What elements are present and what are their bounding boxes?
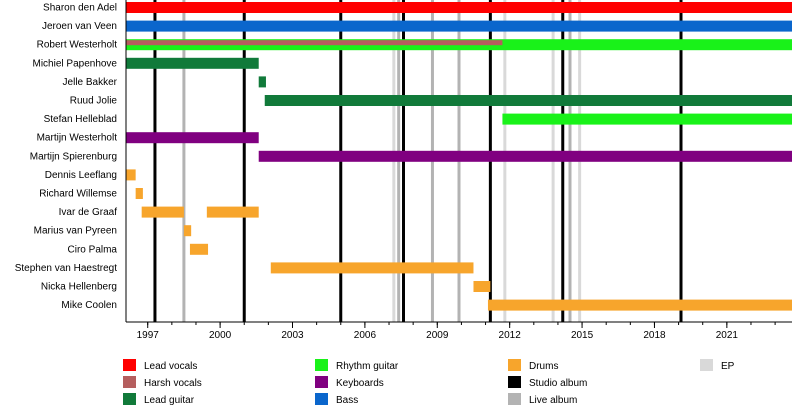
legend-swatch (123, 359, 136, 371)
bar-stefan-helleblad-rhythm-guitar (502, 113, 792, 125)
legend-item-lead-guitar: Lead guitar (123, 393, 195, 406)
bar-stephen-van-haestregt-drums (270, 262, 474, 274)
member-name-ciro-palma: Ciro Palma (68, 244, 118, 255)
bar-robert-westerholt-harsh-vocals (126, 40, 503, 46)
x-tick-label: 2012 (499, 330, 522, 341)
bar-michiel-papenhove-lead-guitar (126, 57, 259, 69)
bar-richard-willemse-drums (135, 188, 143, 199)
bar-ruud-jolie-lead-guitar (264, 95, 792, 106)
legend-label: Studio album (529, 378, 587, 389)
legend-swatch (508, 359, 521, 371)
member-name-martijn-spierenburg: Martijn Spierenburg (30, 151, 117, 162)
member-name-jeroen-van-veen: Jeroen van Veen (42, 21, 117, 32)
legend-swatch (123, 376, 136, 388)
legend-item-studio-album: Studio album (508, 376, 587, 389)
bar-sharon-den-adel-lead-vocals (126, 2, 792, 13)
legend-label: Live album (529, 395, 577, 406)
bar-ivar-de-graaf-drums (141, 206, 184, 218)
member-name-dennis-leeflang: Dennis Leeflang (45, 170, 117, 181)
member-name-stefan-helleblad: Stefan Helleblad (44, 114, 117, 125)
bar-martijn-spierenburg-keyboards (258, 150, 792, 162)
bar-jeroen-van-veen-bass (126, 20, 792, 32)
legend-label: Keyboards (336, 378, 384, 389)
member-name-nicka-hellenberg: Nicka Hellenberg (41, 282, 117, 293)
legend-item-drums: Drums (508, 359, 558, 372)
member-name-richard-willemse: Richard Willemse (39, 189, 117, 200)
legend-label: Lead vocals (144, 361, 197, 372)
legend-item-bass: Bass (315, 393, 358, 406)
bar-marius-van-pyreen-drums (183, 225, 192, 237)
legend-item-ep: EP (700, 359, 735, 372)
legend: Lead vocals Harsh vocals Lead guitar Rhythm… (123, 359, 735, 406)
x-tick-label: 2018 (643, 330, 666, 341)
legend-swatch (123, 393, 136, 405)
x-tick-label: 2000 (209, 330, 232, 341)
legend-swatch (315, 376, 328, 388)
member-name-sharon-den-adel: Sharon den Adel (43, 3, 117, 14)
bar-mike-coolen-drums (487, 299, 792, 311)
legend-label: Bass (336, 395, 358, 406)
x-tick-label: 2021 (716, 330, 739, 341)
member-name-michiel-papenhove: Michiel Papenhove (33, 58, 118, 69)
legend-item-harsh-vocals: Harsh vocals (123, 376, 202, 389)
legend-item-rhythm-guitar: Rhythm guitar (315, 359, 399, 372)
bar-jelle-bakker-lead-guitar (258, 76, 266, 88)
bar-dennis-leeflang-drums (126, 169, 136, 181)
legend-label: Drums (529, 361, 558, 372)
bar-nicka-hellenberg-drums (473, 281, 491, 292)
member-name-marius-van-pyreen: Marius van Pyreen (34, 226, 117, 237)
x-tick-label: 2006 (354, 330, 377, 341)
legend-swatch (700, 359, 713, 371)
legend-label: Rhythm guitar (336, 361, 399, 372)
bar-ivar-de-graaf-drums (206, 206, 259, 218)
x-tick-label: 2003 (281, 330, 304, 341)
member-name-robert-westerholt: Robert Westerholt (37, 40, 118, 51)
legend-label: Harsh vocals (144, 378, 202, 389)
legend-item-keyboards: Keyboards (315, 376, 384, 389)
member-bars (126, 2, 792, 311)
member-name-stephen-van-haestregt: Stephen van Haestregt (15, 263, 118, 274)
legend-item-live-album: Live album (508, 393, 577, 406)
x-axis: 1997 2000 2003 2006 2009 2012 2015 2018 2021 (125, 0, 792, 341)
bar-ciro-palma-drums (189, 243, 209, 255)
x-tick-label: 2009 (426, 330, 449, 341)
legend-item-lead-vocals: Lead vocals (123, 359, 197, 372)
legend-swatch (315, 359, 328, 371)
member-name-martijn-westerholt: Martijn Westerholt (37, 133, 118, 144)
legend-swatch (508, 376, 521, 388)
x-tick-label: 2015 (571, 330, 594, 341)
member-names: Sharon den Adel Jeroen van Veen Robert Wes… (15, 3, 118, 312)
x-tick-label: 1997 (137, 330, 160, 341)
member-name-ruud-jolie: Ruud Jolie (70, 96, 118, 107)
legend-swatch (315, 393, 328, 405)
member-name-jelle-bakker: Jelle Bakker (63, 77, 118, 88)
legend-label: Lead guitar (144, 395, 195, 406)
legend-swatch (508, 393, 521, 405)
member-name-mike-coolen: Mike Coolen (61, 300, 117, 311)
member-name-ivar-de-graaf: Ivar de Graaf (59, 207, 118, 218)
bar-martijn-westerholt-keyboards (126, 132, 259, 144)
legend-label: EP (721, 361, 735, 372)
